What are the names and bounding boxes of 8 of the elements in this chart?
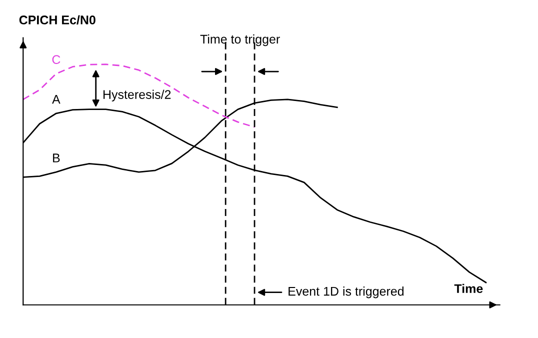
y-axis-title: CPICH Ec/N0 [19, 15, 96, 25]
series-label: A [52, 94, 60, 104]
annotation: Event 1D is triggered [288, 286, 404, 298]
series-label: B [53, 154, 60, 162]
x-axis-title: Time [454, 284, 483, 294]
annotation: Hysteresis/2 [103, 90, 171, 102]
text: Time to trigger [200, 34, 280, 46]
series-label: C [52, 55, 60, 64]
